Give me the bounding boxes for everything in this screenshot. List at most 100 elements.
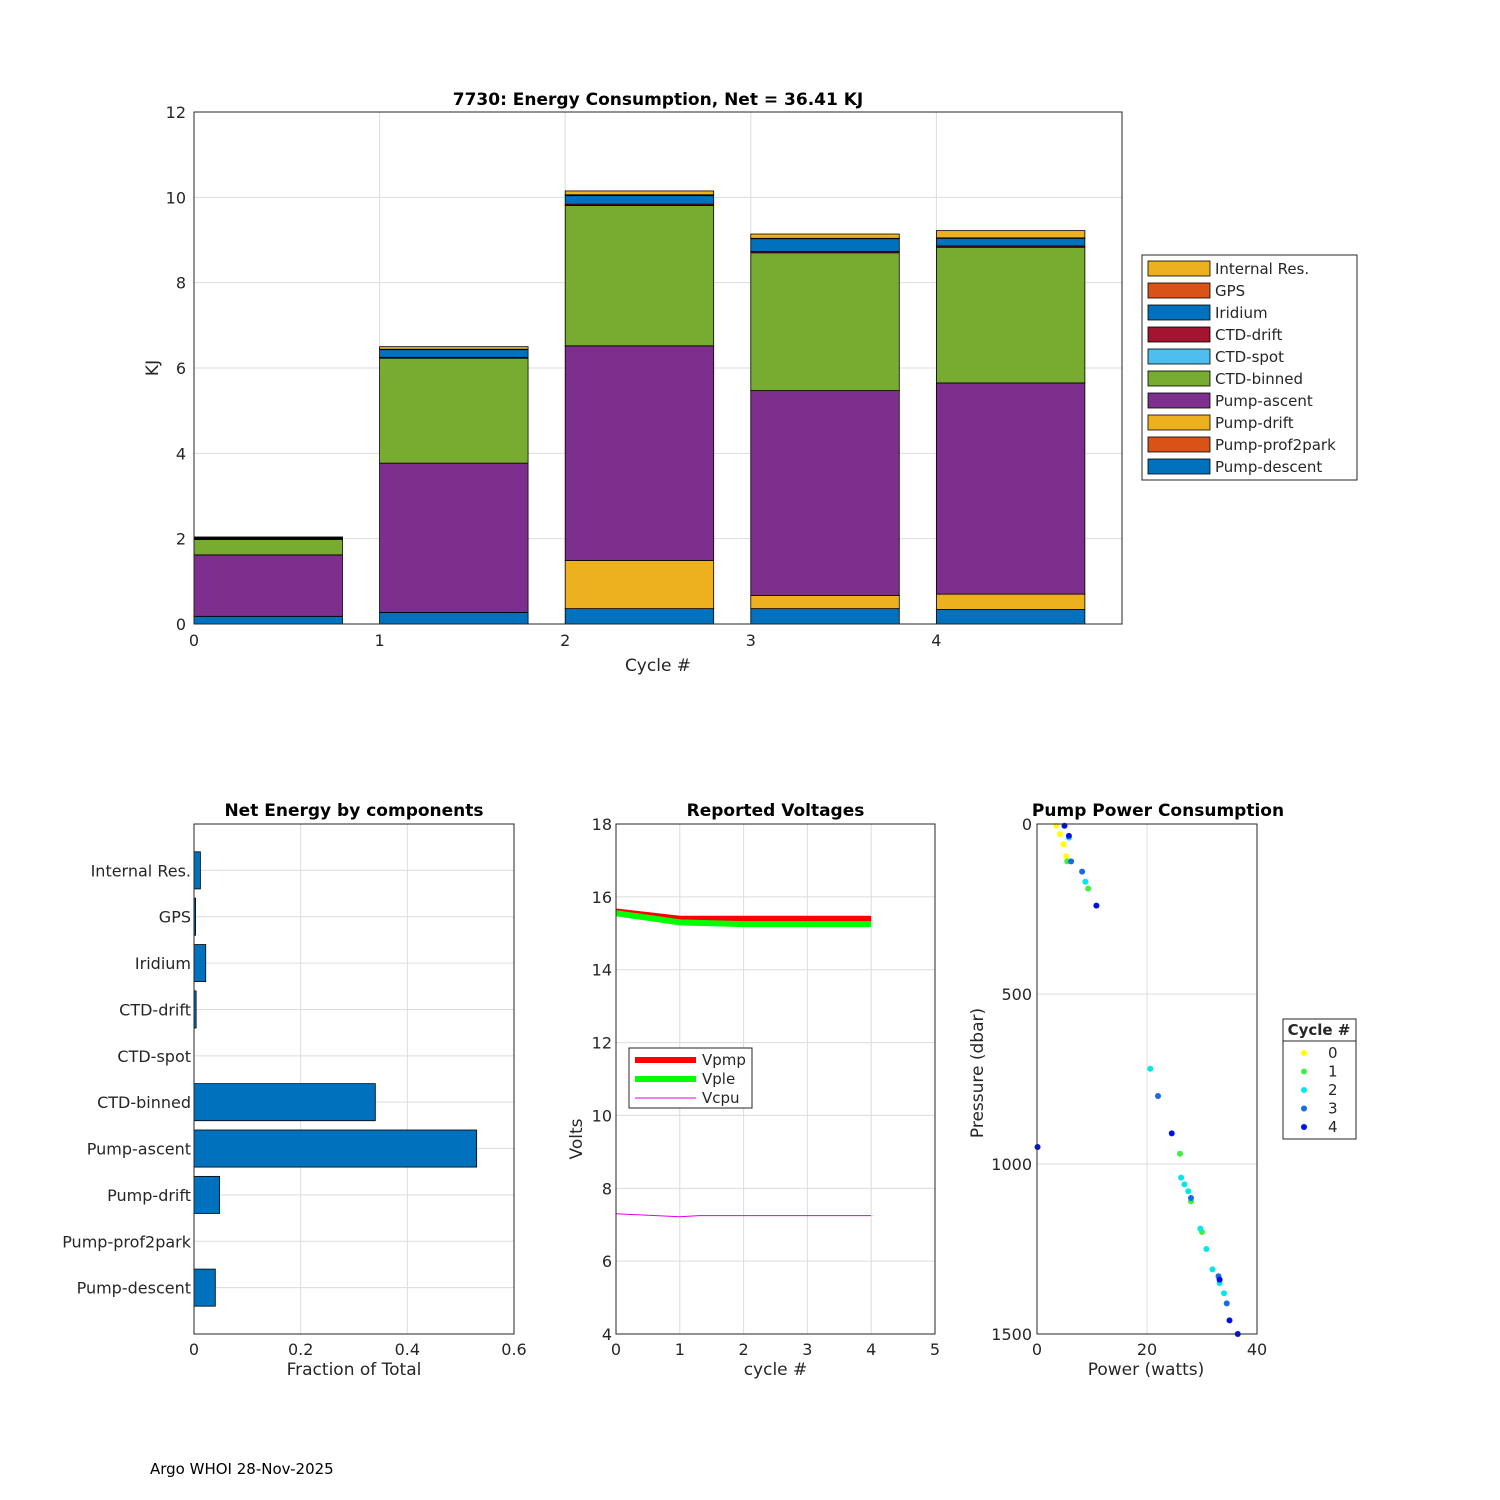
- bar-pump-drift: [193, 1175, 221, 1214]
- legend-title: Cycle #: [1288, 1021, 1351, 1039]
- bar-segment-pump-ascent: [936, 382, 1086, 595]
- net-energy-components-chart: 0 0.2 0.4 0.6 Internal Res. GPS Iridium CTD-dri…: [62, 801, 527, 1380]
- plot-area: [194, 824, 514, 1334]
- legend-marker: [1301, 1105, 1307, 1112]
- legend-label: Pump-ascent: [1215, 392, 1313, 410]
- point-cycle-2: [1147, 1065, 1154, 1072]
- bar-segment-pump-descent: [564, 608, 715, 625]
- point-cycle-4: [1226, 1317, 1233, 1324]
- x-tick-label: 2: [739, 1340, 749, 1359]
- plot-frame: [193, 111, 1123, 625]
- legend-label: Vcpu: [702, 1089, 740, 1107]
- x-tick-label: 40: [1247, 1340, 1267, 1359]
- legend-swatch: [1147, 392, 1211, 409]
- bar-segment-pump-drift: [750, 595, 900, 610]
- bar-pump-ascent: [193, 1129, 478, 1168]
- y-tick-label: Pump-ascent: [87, 1140, 191, 1159]
- bar-segment-internal-res-: [193, 536, 343, 539]
- point-cycle-0: [1060, 841, 1067, 848]
- plot-frame: [193, 823, 515, 1335]
- bar-internal-res-: [193, 851, 201, 890]
- bar-segment-ctd-binned: [193, 539, 343, 556]
- point-cycle-2: [1203, 1246, 1210, 1252]
- point-cycle-3: [1223, 1300, 1230, 1307]
- y-axis-label: Pressure (dbar): [968, 1008, 988, 1138]
- point-cycle-2: [1181, 1181, 1188, 1188]
- y-tick-label: 18: [592, 815, 612, 834]
- bar-segment-pump-ascent: [750, 390, 900, 596]
- legend-swatch: [1147, 414, 1211, 431]
- bar-segment-ctd-binned: [936, 246, 1086, 384]
- legend-marker: [1301, 1124, 1307, 1130]
- point-cycle-2: [1197, 1225, 1204, 1232]
- bar-pump-descent: [193, 1268, 216, 1307]
- chart-title: Reported Voltages: [687, 801, 865, 821]
- legend-label: Iridium: [1215, 304, 1268, 322]
- point-cycle-1: [1085, 885, 1092, 892]
- legend-swatch: [1147, 304, 1211, 321]
- point-cycle-3: [1188, 1195, 1194, 1201]
- bar-segment-internal-res-: [379, 346, 529, 350]
- legend-marker: [1301, 1087, 1307, 1093]
- point-cycle-2: [1221, 1290, 1227, 1297]
- point-cycle-3: [1068, 858, 1075, 865]
- bar-segment-pump-descent: [936, 609, 1086, 625]
- point-cycle-1: [1177, 1150, 1183, 1157]
- y-axis-label: Volts: [567, 1118, 587, 1159]
- y-tick-label: GPS: [159, 908, 191, 927]
- y-tick-label: 12: [592, 1034, 612, 1053]
- bar-segment-iridium: [564, 195, 715, 205]
- point-cycle-4: [1093, 902, 1100, 909]
- legend-label: Pump-prof2park: [1215, 436, 1336, 454]
- bar-segment-pump-descent: [193, 615, 343, 625]
- legend-label: CTD-binned: [1215, 370, 1303, 388]
- y-tick-label: Pump-drift: [107, 1186, 191, 1205]
- bar-segment-internal-res-: [564, 190, 715, 196]
- bar-segment-pump-ascent: [564, 345, 715, 561]
- y-axis-label: KJ: [143, 360, 163, 376]
- point-cycle-2: [1185, 1188, 1192, 1195]
- plot-frame: [615, 823, 936, 1335]
- line-vcpu: [615, 1213, 872, 1218]
- legend-label: Internal Res.: [1215, 260, 1309, 278]
- x-tick-label: 1: [675, 1340, 685, 1359]
- x-tick-label: 0.6: [501, 1340, 526, 1359]
- legend-swatch: [1147, 282, 1211, 299]
- point-cycle-0: [1063, 853, 1070, 860]
- y-tick-label: Pump-prof2park: [62, 1232, 192, 1251]
- point-cycle-0: [1057, 831, 1064, 838]
- legend-label: Vple: [702, 1070, 735, 1088]
- x-axis-label: Cycle #: [625, 656, 691, 676]
- y-tick-label: Pump-descent: [77, 1279, 191, 1298]
- bar-iridium: [193, 944, 207, 983]
- bar-segment-iridium: [936, 237, 1086, 247]
- point-cycle-4: [1034, 1144, 1041, 1150]
- y-tick-label: 6: [176, 359, 186, 378]
- y-tick-label: 6: [602, 1252, 612, 1271]
- x-axis-label: Fraction of Total: [287, 1360, 422, 1380]
- legend-label: CTD-drift: [1215, 326, 1282, 344]
- y-tick-label: Internal Res.: [91, 861, 191, 880]
- y-tick-label: 10: [592, 1106, 612, 1125]
- line-vpmp: [615, 908, 872, 922]
- legend-swatch: [1147, 260, 1211, 277]
- x-tick-label: 0: [189, 631, 199, 650]
- legend-label: CTD-spot: [1215, 348, 1284, 366]
- legend-label: 2: [1328, 1081, 1338, 1099]
- x-axis-label: Power (watts): [1088, 1360, 1205, 1380]
- x-tick-label: 4: [931, 631, 941, 650]
- y-tick-label: CTD-drift: [119, 1000, 191, 1019]
- legend-label: GPS: [1215, 282, 1245, 300]
- y-tick-label: 1500: [991, 1325, 1032, 1344]
- x-tick-label: 0.4: [395, 1340, 420, 1359]
- y-tick-label: 0: [176, 615, 186, 634]
- chart-title: 7730: Energy Consumption, Net = 36.41 KJ: [453, 90, 863, 110]
- y-tick-label: 8: [602, 1179, 612, 1198]
- bar-segment-internal-res-: [750, 233, 900, 239]
- legend-label: Pump-drift: [1215, 414, 1294, 432]
- legend-swatch: [1147, 458, 1211, 475]
- bar-ctd-binned: [193, 1083, 376, 1122]
- bar-segment-ctd-binned: [379, 357, 529, 464]
- legend-label: 4: [1328, 1118, 1338, 1136]
